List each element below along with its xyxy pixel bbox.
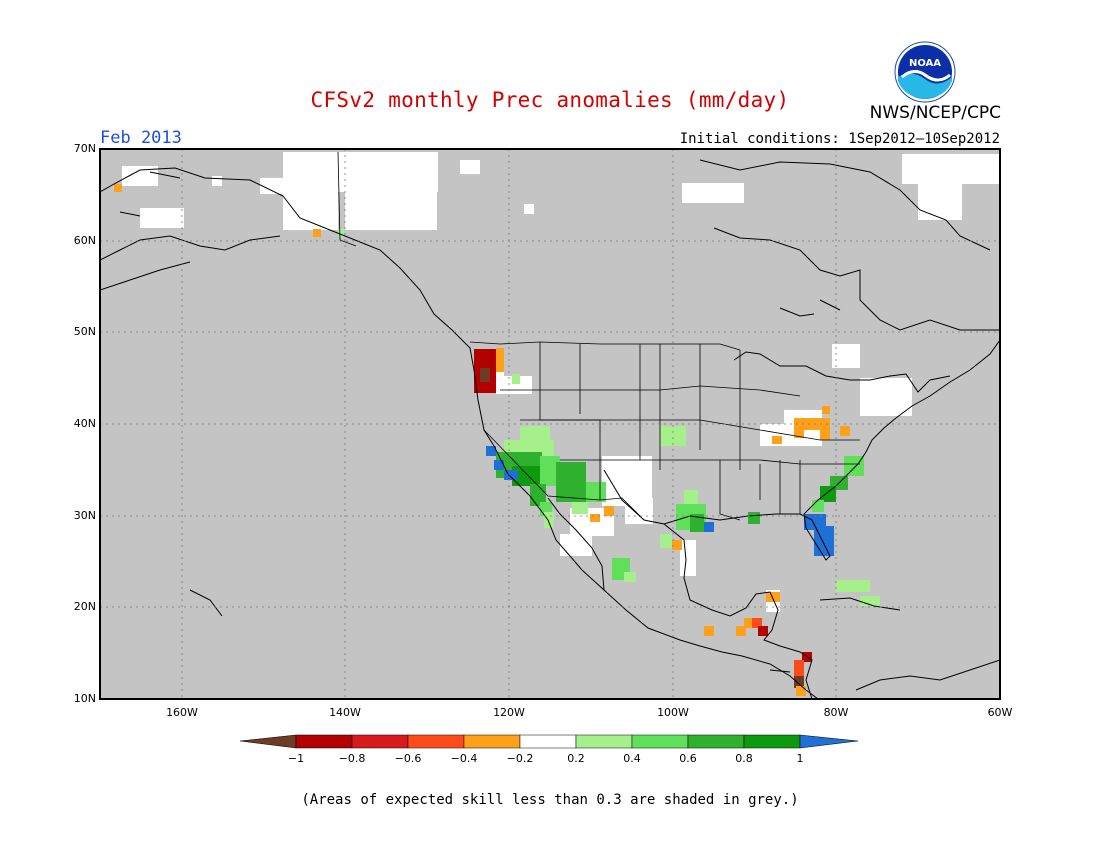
colorbar-bin: [295, 734, 353, 749]
colorbar-bin: [519, 734, 577, 749]
colorbar-bin: [687, 734, 745, 749]
colorbar-label: −0.6: [394, 752, 422, 765]
lat-lon-grid: [100, 149, 1000, 699]
lat-label: 20N: [73, 600, 96, 613]
colorbar-label: −0.2: [506, 752, 534, 765]
lon-label: 140W: [329, 706, 361, 719]
colorbar-label: 0.4: [623, 752, 641, 765]
colorbar-label: −1: [287, 752, 305, 765]
colorbar-bin: [575, 734, 633, 749]
skill-footnote: (Areas of expected skill less than 0.3 a…: [301, 792, 799, 808]
colorbar-label: 0.6: [679, 752, 697, 765]
colorbar: [239, 734, 859, 749]
lat-label: 40N: [73, 417, 96, 430]
lat-label: 60N: [73, 234, 96, 247]
colorbar-label: 0.2: [567, 752, 585, 765]
initial-conditions: Initial conditions: 1Sep2012—10Sep2012: [679, 131, 1000, 147]
valid-month: Feb 2013: [100, 128, 182, 148]
colorbar-label: 0.8: [735, 752, 753, 765]
colorbar-bin: [631, 734, 689, 749]
page-title: CFSv2 monthly Prec anomalies (mm/day): [310, 88, 790, 112]
colorbar-bin: [407, 734, 465, 749]
wet-anomaly-areas: [338, 229, 880, 606]
colorbar-bin: [463, 734, 521, 749]
lat-label: 30N: [73, 509, 96, 522]
lon-label: 120W: [493, 706, 525, 719]
colorbar-bin: [351, 734, 409, 749]
colorbar-low-arrow: [239, 734, 297, 749]
lat-label: 70N: [73, 142, 96, 155]
lat-label: 50N: [73, 325, 96, 338]
lon-label: 80W: [823, 706, 849, 719]
colorbar-label: −0.8: [338, 752, 366, 765]
political-borders: [337, 151, 860, 521]
lon-label: 160W: [166, 706, 198, 719]
colorbar-bin: [743, 734, 801, 749]
logo-text: NOAA: [909, 58, 941, 69]
lon-label: 100W: [657, 706, 689, 719]
colorbar-label: −0.4: [450, 752, 478, 765]
lat-label: 10N: [73, 692, 96, 705]
lon-label: 60W: [987, 706, 1013, 719]
dry-anomaly-areas: [114, 184, 850, 696]
map-frame: [99, 148, 1001, 700]
colorbar-label: 1: [796, 752, 804, 765]
colorbar-high-arrow: [799, 734, 859, 749]
agency-label: NWS/NCEP/CPC: [869, 103, 1001, 123]
noaa-logo: NOAA: [894, 41, 956, 103]
